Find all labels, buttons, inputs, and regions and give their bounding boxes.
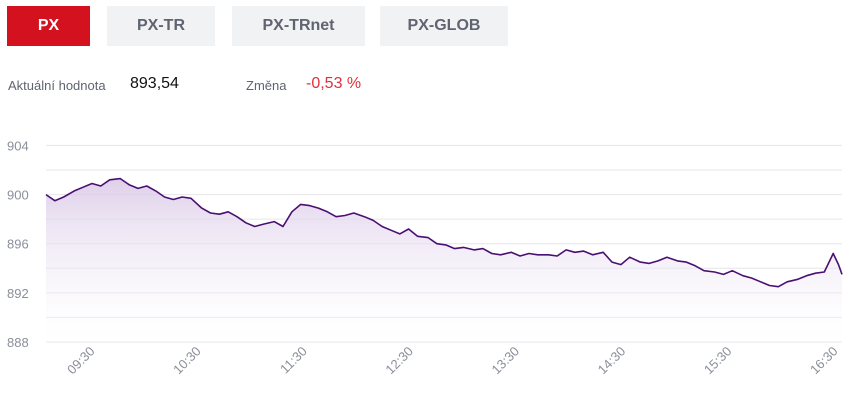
x-tick-label: 11:30 (277, 344, 310, 377)
tab-px[interactable]: PX (7, 6, 90, 46)
index-summary: Aktuální hodnota 893,54 Změna -0,53 % (0, 74, 850, 96)
current-value: 893,54 (130, 75, 179, 92)
x-tick-label: 16:30 (807, 344, 841, 378)
tab-px-glob[interactable]: PX-GLOB (380, 6, 508, 46)
y-axis-ticks: 904 900 896 892 888 (7, 138, 29, 350)
tab-px-tr[interactable]: PX-TR (107, 6, 215, 46)
current-value-label: Aktuální hodnota (8, 78, 106, 93)
change-label: Změna (246, 78, 287, 93)
y-tick-label: 888 (7, 335, 29, 350)
x-tick-label: 15:30 (701, 344, 735, 378)
y-tick-label: 904 (7, 138, 29, 153)
x-tick-label: 12:30 (382, 344, 416, 378)
tab-px-trnet[interactable]: PX-TRnet (232, 6, 365, 46)
chart-area-layer (46, 178, 842, 342)
change-value: -0,53 % (306, 75, 362, 92)
y-tick-label: 892 (7, 286, 29, 301)
index-chart: 904 900 896 892 888 09:30 10:30 11:30 12:30 13:3… (7, 138, 843, 378)
series-area (46, 178, 842, 342)
x-tick-label: 10:30 (170, 344, 204, 378)
x-axis-ticks: 09:30 10:30 11:30 12:30 13:30 14:30 15:30 16:30 (64, 344, 841, 378)
x-tick-label: 09:30 (64, 344, 98, 378)
y-tick-label: 896 (7, 237, 29, 252)
x-tick-label: 14:30 (595, 344, 629, 378)
chart-line-layer (45, 177, 843, 288)
x-tick-label: 13:30 (489, 344, 523, 378)
y-tick-label: 900 (7, 188, 29, 203)
series-line (45, 177, 843, 288)
